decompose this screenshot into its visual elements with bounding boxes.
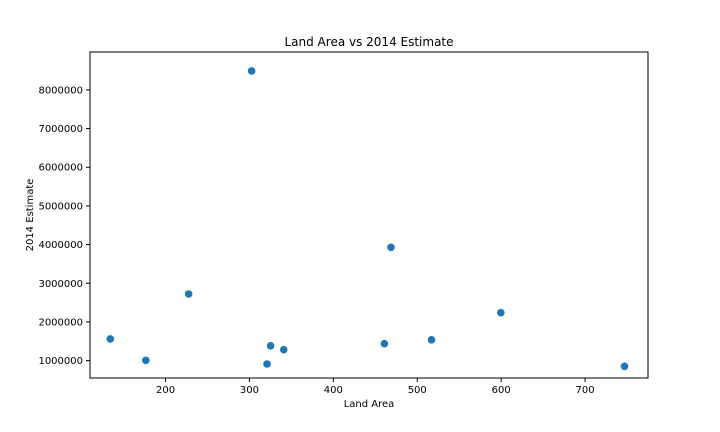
y-axis: 1000000 2000000 3000000 4000000 5000000 60000… [38,85,90,367]
data-point-12 [620,362,629,371]
chart-title: Land Area vs 2014 Estimate [284,35,453,49]
y-tick-label: 6000000 [38,163,83,174]
y-axis-title: 2014 Estimate [25,179,36,252]
y-tick-label: 5000000 [38,201,83,212]
x-axis: 200 300 400 500 600 700 [156,378,595,396]
data-point-6 [427,336,436,344]
y-tick-label: 7000000 [38,124,83,135]
x-tick-label: 600 [492,385,511,396]
data-point-3 [184,290,193,298]
data-point-2 [387,243,395,252]
x-tick-label: 200 [156,385,175,396]
x-axis-title: Land Area [344,399,395,410]
data-point-8 [266,342,275,350]
y-tick-label: 8000000 [38,85,83,96]
data-point-4 [497,308,505,317]
data-point-1 [247,67,256,75]
data-point-5 [106,335,115,343]
y-tick-label: 4000000 [38,240,83,251]
y-tick-label: 3000000 [38,279,83,290]
y-tick-label: 1000000 [38,356,83,367]
x-tick-label: 500 [408,385,427,396]
x-tick-label: 700 [576,385,595,396]
data-points [106,67,629,371]
plot-area-frame [89,51,649,379]
data-point-10 [142,356,150,365]
x-tick-label: 400 [324,385,343,396]
data-point-7 [380,339,389,348]
y-tick-label: 2000000 [38,317,83,328]
data-point-11 [263,360,271,368]
x-tick-label: 300 [240,385,259,396]
data-point-9 [279,345,288,354]
